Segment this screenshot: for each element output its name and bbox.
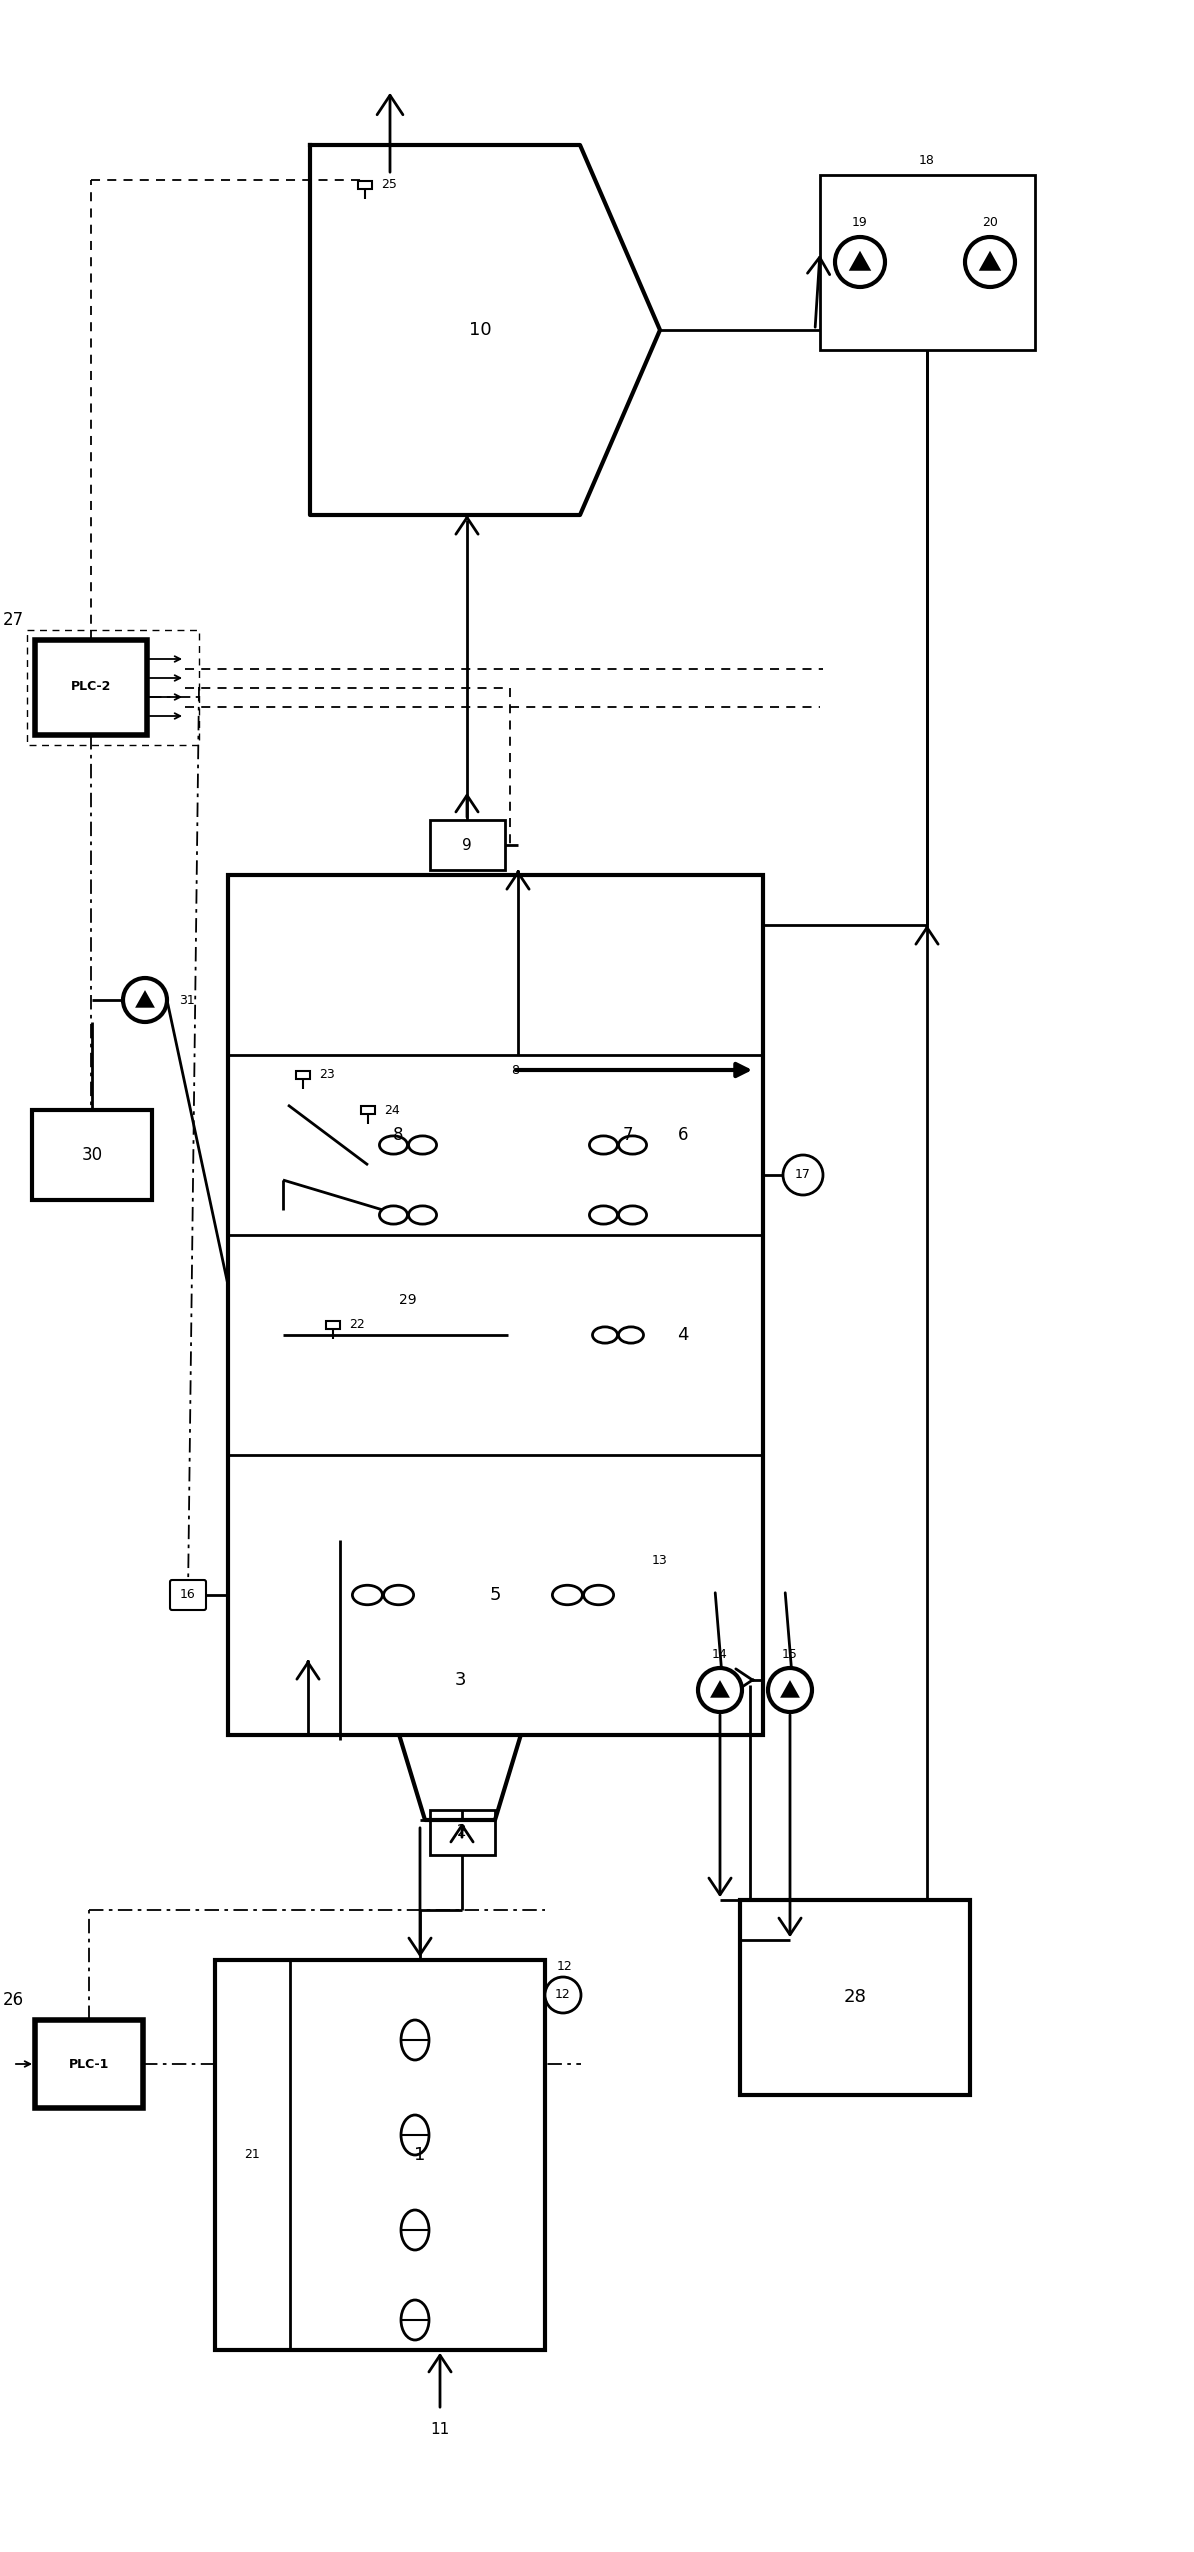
Text: 1: 1 [414,2146,426,2164]
Text: 24: 24 [384,1102,400,1118]
Text: 29: 29 [399,1294,417,1307]
Text: 26: 26 [2,1991,24,2008]
Circle shape [123,977,167,1021]
Text: 12: 12 [558,1960,573,1973]
Text: 6: 6 [678,1125,688,1143]
Text: 30: 30 [81,1146,103,1164]
Bar [32,1110,152,1199]
Bar [35,2021,143,2108]
Text: 3: 3 [454,1672,466,1689]
Text: 22: 22 [349,1319,364,1332]
Text: 18: 18 [919,153,935,166]
Text: 8: 8 [511,1064,519,1077]
Text: 7: 7 [623,1125,633,1143]
Polygon shape [780,1679,800,1697]
Bar [296,1072,310,1079]
Bar [35,641,147,735]
Polygon shape [710,1679,730,1697]
Text: 9: 9 [462,837,472,852]
FancyBboxPatch shape [170,1580,207,1610]
Circle shape [768,1669,812,1712]
Text: 16: 16 [180,1587,196,1603]
Text: 27: 27 [2,610,24,628]
Text: 19: 19 [853,214,868,230]
Text: 14: 14 [712,1649,728,1661]
Polygon shape [135,990,155,1008]
Bar [361,1105,375,1115]
Bar [430,819,505,870]
Bar [228,875,763,1735]
Text: 20: 20 [981,214,998,230]
Bar [215,1960,544,2350]
Text: 13: 13 [652,1554,667,1567]
Circle shape [544,1978,581,2014]
Text: 15: 15 [782,1649,798,1661]
Circle shape [698,1669,741,1712]
Circle shape [965,237,1015,286]
Text: 31: 31 [179,993,195,1005]
Bar [820,176,1035,350]
Circle shape [783,1156,823,1194]
Text: 25: 25 [381,179,396,191]
Text: 11: 11 [430,2422,450,2437]
Bar [326,1322,340,1330]
Text: 28: 28 [844,1988,867,2006]
Text: 2: 2 [457,1825,467,1840]
Text: PLC-1: PLC-1 [69,2057,109,2070]
Text: 23: 23 [319,1069,334,1082]
Text: 12: 12 [555,1988,571,2001]
Bar [430,1809,496,1855]
Circle shape [835,237,885,286]
Bar [358,181,373,189]
Polygon shape [979,250,1002,271]
Text: PLC-2: PLC-2 [70,681,111,694]
Text: 10: 10 [469,322,491,339]
Text: 8: 8 [393,1125,404,1143]
Bar [27,630,199,745]
Bar [740,1901,970,2095]
Text: 4: 4 [677,1327,689,1345]
Polygon shape [849,250,872,271]
Text: 21: 21 [244,2149,260,2162]
Text: 5: 5 [490,1585,500,1605]
Text: 17: 17 [795,1169,811,1182]
